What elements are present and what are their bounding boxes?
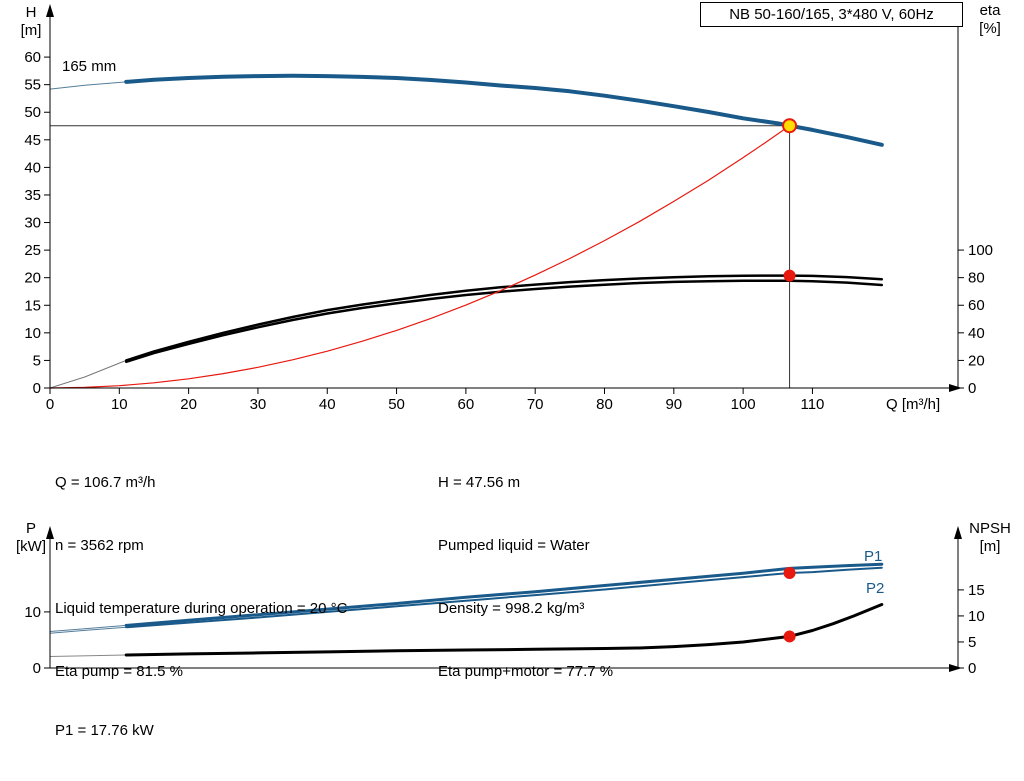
left-tick-label: 0 <box>33 380 41 397</box>
flow-axis-label: Q [m³/h] <box>886 396 941 413</box>
eta-duty-marker <box>783 269 796 282</box>
power-axis-unit: [kW] <box>16 538 46 555</box>
x-axis-arrow <box>949 664 962 672</box>
p1-curve <box>124 562 884 627</box>
p1-curve-lead <box>49 624 127 632</box>
left-tick-label: 10 <box>24 604 41 621</box>
head-axis-label: H [m] <box>8 4 54 40</box>
left-tick-label: 15 <box>24 297 41 314</box>
left-axis-arrow <box>46 526 54 539</box>
left-tick-label: 55 <box>24 77 41 94</box>
eta-pump-motor-value: Eta pump+motor = 77.7 % <box>438 663 614 680</box>
x-tick-label: 50 <box>388 396 405 413</box>
speed-value: n = 3562 rpm <box>55 537 144 554</box>
eta-axis-label: eta [%] <box>962 2 1018 38</box>
left-tick-label: 25 <box>24 242 41 259</box>
result-data: P1 = 17.76 kW P2 = 16.93 kW NPSH = 6.06 … <box>55 678 397 781</box>
right-tick-label: 20 <box>968 352 985 369</box>
npsh-curve-lead <box>49 654 127 657</box>
x-tick-label: 10 <box>111 396 128 413</box>
eta-axis-symbol: eta <box>979 2 1001 19</box>
density-value: Density = 998.2 kg/m³ <box>438 600 585 617</box>
eta-pump-motor-curve <box>124 279 884 364</box>
right-tick-label: 5 <box>968 634 976 651</box>
duty-point-marker <box>782 118 798 134</box>
impeller-diameter-label: 165 mm <box>62 58 117 75</box>
p2-curve-lead <box>49 626 127 634</box>
p2-curve <box>125 566 883 629</box>
x-tick-label: 20 <box>180 396 197 413</box>
left-tick-label: 40 <box>24 159 41 176</box>
left-tick-label: 50 <box>24 104 41 121</box>
head-curve-lead <box>49 81 127 90</box>
liquid-temperature-value: Liquid temperature during operation = 20… <box>55 600 348 617</box>
x-tick-label: 60 <box>458 396 475 413</box>
p1-value: P1 = 17.76 kW <box>55 722 154 739</box>
right-tick-label: 10 <box>968 608 985 625</box>
p1-curve-label: P1 <box>864 548 883 565</box>
flow-value: Q = 106.7 m³/h <box>55 474 156 491</box>
power-axis-label: P [kW] <box>8 520 54 556</box>
operating-data-right: H = 47.56 m Pumped liquid = Water Densit… <box>438 430 613 724</box>
x-tick-label: 80 <box>596 396 613 413</box>
operating-data-left: Q = 106.7 m³/h n = 3562 rpm Liquid tempe… <box>55 430 347 724</box>
eta-pump-curve <box>124 274 884 362</box>
left-tick-label: 35 <box>24 187 41 204</box>
head-curve <box>124 73 884 147</box>
right-tick-label: 60 <box>968 297 985 314</box>
pump-title-box: NB 50-160/165, 3*480 V, 60Hz <box>700 2 963 27</box>
x-tick-label: 100 <box>731 396 756 413</box>
x-tick-label: 30 <box>250 396 267 413</box>
left-tick-label: 30 <box>24 215 41 232</box>
x-tick-label: 40 <box>319 396 336 413</box>
right-tick-label: 100 <box>968 242 993 259</box>
left-axis-arrow <box>46 4 54 17</box>
head-axis-symbol: H <box>25 4 37 21</box>
npsh-duty-marker <box>783 630 796 643</box>
left-tick-label: 0 <box>33 660 41 677</box>
x-tick-label: 90 <box>665 396 682 413</box>
duty-parabola <box>49 125 791 389</box>
x-axis-arrow <box>949 384 962 392</box>
right-tick-label: 0 <box>968 660 976 677</box>
left-tick-label: 10 <box>24 325 41 342</box>
left-tick-label: 45 <box>24 132 41 149</box>
power-npsh-chart: 0 10 0 5 10 15 <box>24 526 985 677</box>
left-tick-label: 5 <box>33 352 41 369</box>
p2-duty-marker <box>783 567 796 580</box>
left-tick-label: 20 <box>24 270 41 287</box>
eta-pump-curve-lead <box>49 359 127 389</box>
npsh-axis-symbol: NPSH <box>969 520 1011 537</box>
eta-axis-unit: [%] <box>979 20 1001 37</box>
x-tick-label: 0 <box>46 396 54 413</box>
pumped-liquid-value: Pumped liquid = Water <box>438 537 590 554</box>
right-tick-label: 15 <box>968 582 985 599</box>
qh-eta-chart: 0 10 20 30 40 50 60 70 80 90 100 110 0 5 10 15 20 25 30 35 4… <box>24 4 993 413</box>
npsh-axis-unit: [m] <box>979 538 1001 555</box>
x-tick-label: 110 <box>800 396 824 413</box>
right-tick-label: 40 <box>968 325 985 342</box>
head-axis-unit: [m] <box>20 22 42 39</box>
right-tick-label: 0 <box>968 380 976 397</box>
right-tick-label: 80 <box>968 270 985 287</box>
head-value: H = 47.56 m <box>438 474 521 491</box>
x-tick-label: 70 <box>527 396 544 413</box>
power-axis-symbol: P <box>25 520 36 537</box>
right-axis-arrow <box>954 526 962 539</box>
npsh-curve <box>124 603 884 657</box>
p2-curve-label: P2 <box>866 580 885 597</box>
eta-pump-value: Eta pump = 81.5 % <box>55 663 183 680</box>
npsh-axis-label: NPSH [m] <box>960 520 1020 556</box>
left-tick-label: 60 <box>24 49 41 66</box>
